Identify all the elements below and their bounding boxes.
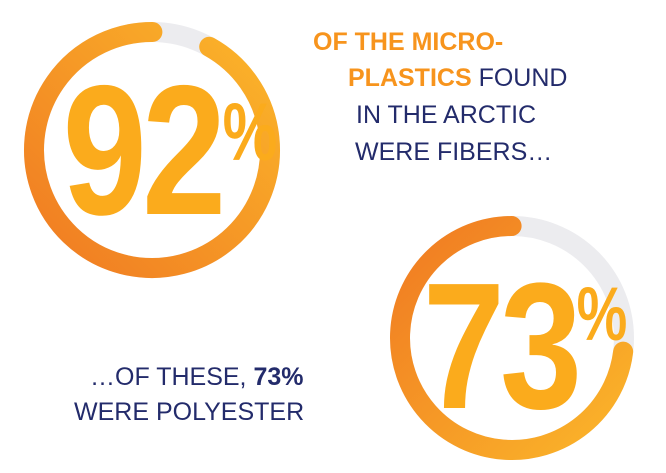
caption-line: …OF THESE, 73% (90, 363, 304, 391)
ring-arc (24, 22, 280, 278)
percent-symbol: % (223, 86, 278, 178)
caption-text: OF THE MICRO- (313, 28, 503, 56)
caption-line: WERE POLYESTER (74, 398, 304, 426)
caption-text: IN THE ARCTIC (356, 101, 536, 129)
caption-text: …OF THESE, (90, 363, 253, 391)
caption-text: WERE POLYESTER (74, 398, 304, 426)
caption-text: WERE FIBERS… (355, 138, 552, 166)
percent-symbol: % (577, 272, 628, 357)
caption-line: OF THE MICRO- (313, 28, 503, 56)
caption-text: 73% (253, 363, 303, 391)
caption-line: WERE FIBERS… (355, 138, 552, 166)
big-number: 92 (63, 47, 222, 254)
caption-text: FOUND (472, 64, 568, 92)
caption-line: IN THE ARCTIC (356, 101, 536, 129)
caption-text: PLASTICS (348, 64, 472, 92)
caption-line: PLASTICS FOUND (348, 64, 567, 92)
ring-arc (390, 216, 634, 460)
big-number: 73 (423, 245, 577, 446)
